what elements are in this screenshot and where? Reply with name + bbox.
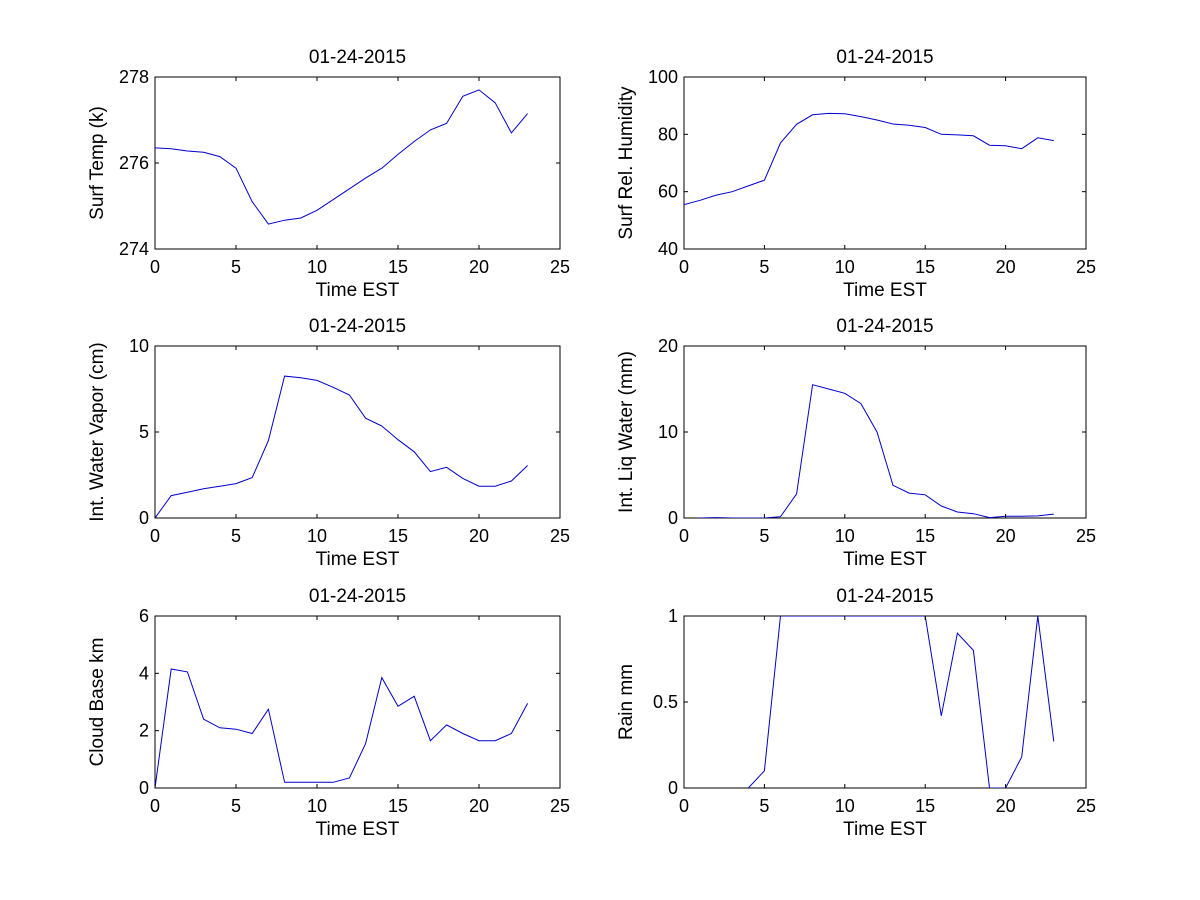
- int-liq-water-title: 01-24-2015: [836, 316, 933, 337]
- surf-temp-axes-box: [154, 76, 561, 250]
- cloud-base-ytick-label: 2: [139, 721, 149, 741]
- rain-series-line: [747, 616, 1055, 788]
- cloud-base-xtick-label: 10: [307, 796, 327, 816]
- int-water-vapor-ytick-label: 0: [139, 508, 149, 528]
- int-water-vapor-ytick-label: 10: [129, 336, 149, 356]
- cloud-base-xlabel: Time EST: [316, 819, 400, 840]
- surf-temp-ytick-label: 274: [119, 239, 149, 259]
- int-liq-water-xtick-label: 5: [759, 526, 769, 546]
- panel-int-water-vapor: 0 5 10 15 20 25 0 5 10 01-24-2015 Time EST Int. Wat…: [87, 316, 570, 570]
- cloud-base-axes-box: [154, 615, 561, 789]
- int-water-vapor-xtick-label: 15: [388, 526, 408, 546]
- int-water-vapor-xtick-label: 5: [231, 526, 241, 546]
- surf-rel-humidity-xtick-label: 20: [996, 257, 1016, 277]
- cloud-base-xtick-label: 25: [550, 796, 570, 816]
- surf-temp-series-line: [155, 89, 528, 225]
- surf-rel-humidity-xtick-label: 15: [915, 257, 935, 277]
- int-water-vapor-series-line: [155, 375, 528, 518]
- cloud-base-ylabel: Cloud Base km: [87, 638, 108, 767]
- cloud-base-xtick-label: 20: [469, 796, 489, 816]
- int-water-vapor-xtick-label: 20: [469, 526, 489, 546]
- surf-rel-humidity-ytick-label: 100: [648, 67, 678, 87]
- panel-int-liq-water: 0 5 10 15 20 25 0 10 20 01-24-2015 Time EST Int. Li…: [616, 316, 1096, 570]
- surf-temp-title: 01-24-2015: [309, 47, 406, 68]
- int-liq-water-ytick-label: 10: [658, 422, 678, 442]
- int-liq-water-xtick-label: 15: [915, 526, 935, 546]
- rain-ytick-label: 0: [668, 778, 678, 798]
- panel-surf-temp: 0 5 10 15 20 25 274 276 278 01-24-2015 Time EST Sur…: [87, 47, 570, 301]
- surf-rel-humidity-ytick-label: 80: [658, 124, 678, 144]
- surf-rel-humidity-ylabel: Surf Rel. Humidity: [616, 86, 637, 240]
- surf-rel-humidity-xtick-label: 25: [1076, 257, 1096, 277]
- rain-xtick-label: 5: [759, 796, 769, 816]
- cloud-base-ytick-label: 0: [139, 778, 149, 798]
- rain-xtick-label: 0: [679, 796, 689, 816]
- cloud-base-series-line: [155, 668, 529, 788]
- rain-title: 01-24-2015: [836, 586, 933, 607]
- int-water-vapor-xtick-label: 0: [150, 526, 160, 546]
- panel-rain: 0 5 10 15 20 25 0 0.5 1 01-24-2015 Time EST Rain mm: [616, 586, 1096, 840]
- int-liq-water-ylabel: Int. Liq Water (mm): [616, 351, 637, 513]
- int-liq-water-xtick-label: 10: [835, 526, 855, 546]
- int-liq-water-axes-box: [683, 345, 1087, 519]
- surf-temp-xtick-label: 20: [469, 257, 489, 277]
- rain-xtick-label: 25: [1076, 796, 1096, 816]
- int-water-vapor-ylabel: Int. Water Vapor (cm): [87, 342, 108, 521]
- int-liq-water-ytick-label: 0: [668, 508, 678, 528]
- panel-cloud-base: 0 5 10 15 20 25 0 2 4 6 01-24-2015 Time EST Cloud Ba…: [87, 586, 570, 840]
- int-water-vapor-xlabel: Time EST: [316, 549, 400, 570]
- surf-temp-xtick-label: 10: [307, 257, 327, 277]
- rain-ytick-label: 1: [668, 606, 678, 626]
- surf-rel-humidity-title: 01-24-2015: [836, 47, 933, 68]
- surf-temp-xlabel: Time EST: [316, 280, 400, 301]
- int-water-vapor-xtick-label: 25: [550, 526, 570, 546]
- int-liq-water-xlabel: Time EST: [843, 549, 927, 570]
- cloud-base-ytick-label: 6: [139, 606, 149, 626]
- surf-temp-xtick-label: 15: [388, 257, 408, 277]
- cloud-base-ytick-label: 4: [139, 663, 149, 683]
- int-water-vapor-axes-box: [154, 345, 561, 519]
- int-liq-water-ytick-label: 20: [658, 336, 678, 356]
- int-water-vapor-xtick-label: 10: [307, 526, 327, 546]
- int-liq-water-xtick-label: 0: [679, 526, 689, 546]
- panel-surf-rel-humidity: 0 5 10 15 20 25 40 60 80 100 01-24-2015 Time EST Sur…: [616, 47, 1096, 301]
- int-liq-water-xtick-label: 25: [1076, 526, 1096, 546]
- rain-xtick-label: 10: [835, 796, 855, 816]
- surf-rel-humidity-series-line: [684, 112, 1054, 206]
- rain-ytick-label: 0.5: [653, 692, 678, 712]
- surf-temp-xtick-label: 25: [550, 257, 570, 277]
- surf-rel-humidity-ytick-label: 40: [658, 239, 678, 259]
- surf-rel-humidity-ytick-label: 60: [658, 182, 678, 202]
- surf-temp-ytick-label: 278: [119, 67, 149, 87]
- surf-temp-xtick-label: 5: [231, 257, 241, 277]
- int-water-vapor-ytick-label: 5: [139, 422, 149, 442]
- cloud-base-xtick-label: 15: [388, 796, 408, 816]
- rain-xtick-label: 20: [996, 796, 1016, 816]
- surf-rel-humidity-xtick-label: 10: [835, 257, 855, 277]
- cloud-base-xtick-label: 0: [150, 796, 160, 816]
- int-water-vapor-title: 01-24-2015: [309, 316, 406, 337]
- int-liq-water-series-line: [700, 384, 1054, 518]
- rain-xlabel: Time EST: [843, 819, 927, 840]
- surf-rel-humidity-axes-box: [683, 76, 1087, 250]
- surf-temp-ytick-label: 276: [119, 153, 149, 173]
- rain-axes-box: [683, 615, 1087, 789]
- surf-rel-humidity-xlabel: Time EST: [843, 280, 927, 301]
- surf-rel-humidity-xtick-label: 5: [759, 257, 769, 277]
- int-liq-water-xtick-label: 20: [996, 526, 1016, 546]
- surf-rel-humidity-xtick-label: 0: [679, 257, 689, 277]
- surf-temp-ylabel: Surf Temp (k): [87, 106, 108, 220]
- surf-temp-xtick-label: 0: [150, 257, 160, 277]
- rain-xtick-label: 15: [915, 796, 935, 816]
- rain-ylabel: Rain mm: [616, 664, 637, 740]
- cloud-base-xtick-label: 5: [231, 796, 241, 816]
- cloud-base-title: 01-24-2015: [309, 586, 406, 607]
